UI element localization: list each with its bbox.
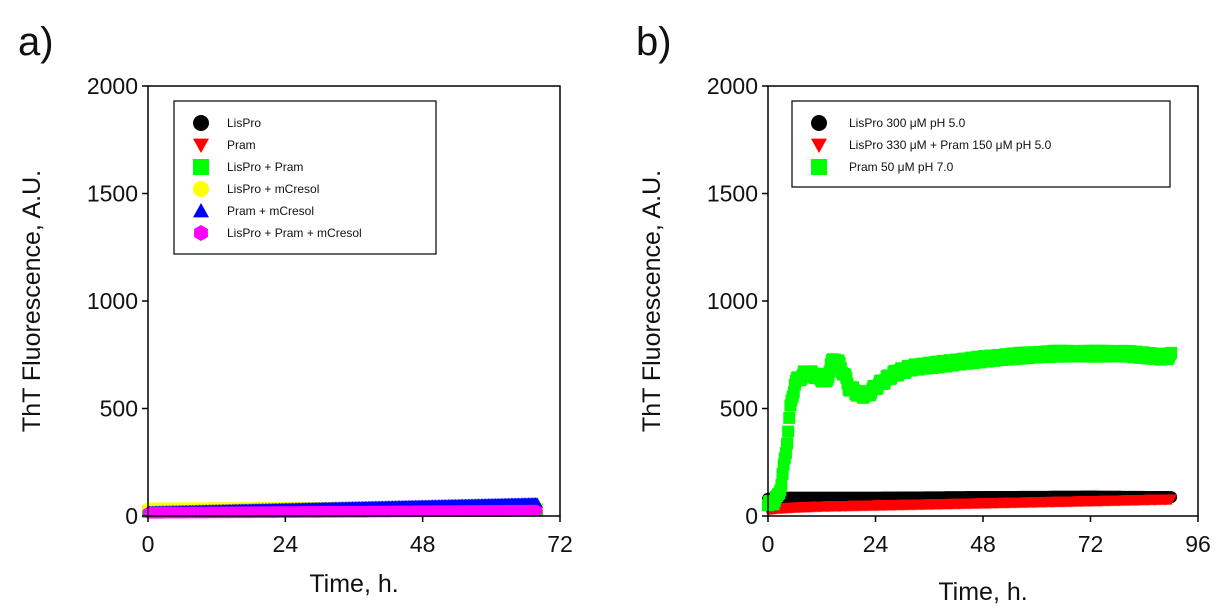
data-point	[775, 478, 788, 491]
legend-marker	[811, 115, 827, 131]
y-tick-label: 500	[100, 396, 138, 422]
x-tick-label: 96	[1185, 531, 1211, 557]
legend-marker	[193, 115, 209, 131]
series-group	[762, 344, 1178, 516]
legend: LisPro Pram LisPro + Pram LisPro + mCresol P…	[173, 100, 437, 255]
legend-entry: Pram + mCresol	[227, 204, 314, 218]
y-tick-label: 1500	[87, 181, 138, 207]
legend-entry: LisPro 300 μM pH 5.0	[849, 116, 966, 130]
data-point	[1165, 494, 1178, 506]
legend-marker	[194, 225, 208, 241]
legend-marker	[811, 159, 827, 175]
data-point	[783, 411, 796, 424]
y-tick-label: 1000	[707, 288, 758, 314]
legend-marker	[193, 203, 209, 218]
legend-marker	[193, 159, 209, 175]
panel-b-label: b)	[636, 20, 672, 64]
data-point	[782, 425, 795, 438]
x-tick-label: 24	[863, 531, 889, 557]
y-tick-label: 500	[720, 396, 758, 422]
series-1	[762, 494, 1178, 516]
x-axis-title: Time, h.	[309, 570, 398, 598]
data-point	[531, 504, 543, 517]
data-point	[781, 437, 794, 450]
legend-entry: Pram 50 μM pH 7.0	[849, 160, 954, 174]
legend-marker	[193, 181, 209, 197]
series-group	[142, 497, 544, 519]
x-tick-label: 48	[410, 531, 436, 557]
x-tick-label: 72	[1078, 531, 1104, 557]
y-tick-label: 1500	[707, 181, 758, 207]
y-tick-label: 1000	[87, 288, 138, 314]
legend-marker	[811, 138, 827, 153]
series-2	[762, 344, 1178, 512]
data-point	[776, 467, 789, 480]
x-tick-label: 0	[762, 531, 775, 557]
legend-marker	[193, 138, 209, 153]
data-point	[1165, 346, 1178, 359]
x-tick-label: 24	[273, 531, 299, 557]
x-tick-label: 48	[970, 531, 996, 557]
legend-box	[173, 100, 437, 255]
y-tick-label: 2000	[707, 73, 758, 99]
panel-a-label: a)	[18, 20, 54, 64]
y-tick-label: 0	[125, 503, 138, 529]
legend: LisPro 300 μM pH 5.0 LisPro 330 μM + Pram…	[791, 100, 1171, 188]
panel-a: a) 0 500 1000 1500 2000 0 24 48 72 ThT Fluorescen…	[18, 20, 573, 598]
y-tick-label: 0	[745, 503, 758, 529]
legend-entry: LisPro	[227, 116, 261, 130]
legend-entry: LisPro + Pram + mCresol	[227, 226, 362, 240]
legend-entry: LisPro + Pram	[227, 160, 303, 174]
x-tick-label: 0	[142, 531, 155, 557]
y-axis-title: ThT Fluorescence, A.U.	[18, 170, 46, 432]
legend-entry: LisPro + mCresol	[227, 182, 319, 196]
y-tick-label: 2000	[87, 73, 138, 99]
series-5	[142, 504, 543, 519]
panel-a-plot-area: 0 500 1000 1500 2000 0 24 48 72 ThT Fluorescence,…	[18, 73, 573, 598]
legend-entry: LisPro 330 μM + Pram 150 μM pH 5.0	[849, 138, 1052, 152]
legend-box	[791, 100, 1171, 188]
panel-b-plot-area: 0 500 1000 1500 2000 0 24 48 72 96 ThT Fluorescenc…	[638, 73, 1211, 606]
x-tick-label: 72	[547, 531, 573, 557]
panel-b: b) 0 500 1000 1500 2000 0 24 48 72 96 ThT Fluoresc…	[636, 20, 1211, 606]
y-axis-title: ThT Fluorescence, A.U.	[638, 170, 666, 432]
x-axis-title: Time, h.	[938, 578, 1027, 606]
legend-entry: Pram	[227, 138, 256, 152]
data-point	[779, 447, 792, 460]
